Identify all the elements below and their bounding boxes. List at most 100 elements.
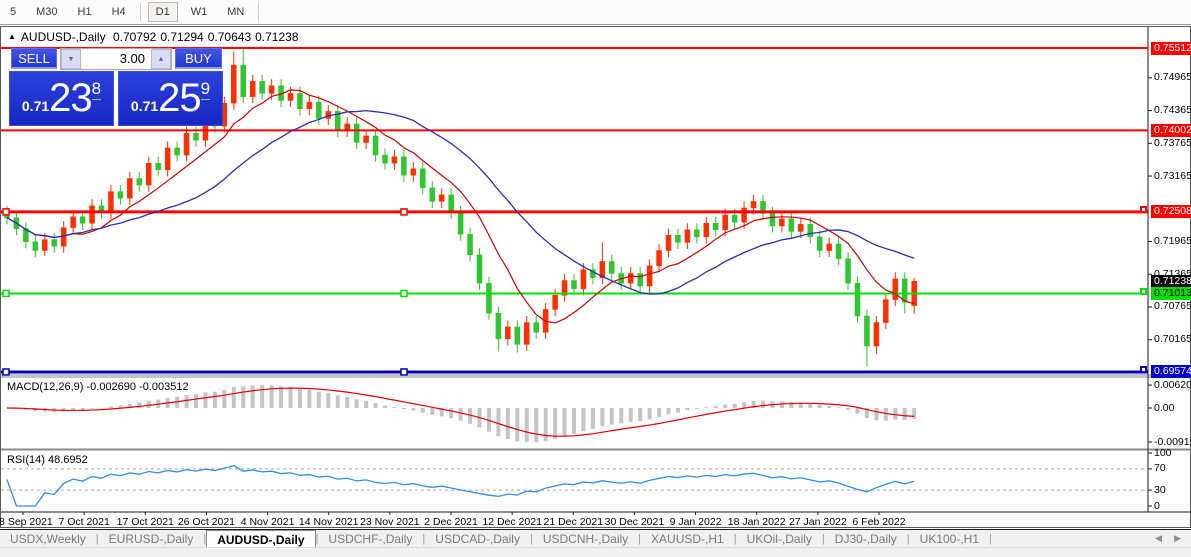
candle-body (902, 278, 908, 303)
date-axis-label: 27 Jan 2022 (788, 516, 847, 528)
chart-tab-audusd-daily[interactable]: AUDUSD-,Daily (206, 530, 316, 547)
scroll-left-icon[interactable]: ◀ (1155, 533, 1163, 543)
candle-body (127, 178, 133, 199)
candle-body (741, 207, 747, 223)
candle-body (684, 229, 691, 243)
collapse-icon[interactable]: ▲ (8, 32, 16, 41)
timeframe-button-W1[interactable]: W1 (190, 6, 208, 18)
ohlc-high: 0.71294 (160, 30, 204, 44)
volume-increase-button[interactable]: ▲ (151, 49, 171, 69)
candle-body (665, 234, 672, 251)
candle-body (533, 322, 539, 333)
candle-body (816, 236, 823, 251)
chart-tab-xauusd-h1[interactable]: XAUUSD-,H1 (651, 532, 724, 546)
price-tag-0.69574: 0.69574 (1151, 365, 1191, 379)
candle-body (51, 239, 57, 247)
timeframe-button-D1[interactable]: D1 (147, 2, 178, 22)
line-handle (400, 368, 408, 376)
date-axis-label: 23 Nov 2021 (360, 516, 420, 528)
macd-label: MACD(12,26,9) -0.002690 -0.003512 (7, 381, 189, 393)
candle-body (108, 191, 114, 213)
candle-body (476, 254, 483, 284)
tab-separator: | (422, 533, 426, 545)
candle-body (382, 154, 388, 164)
candle-body (457, 212, 464, 235)
candle-body (798, 224, 804, 232)
line-handle (400, 208, 408, 216)
sell-price-pips: 23 (49, 76, 92, 120)
date-axis-label: 6 Feb 2022 (852, 516, 906, 528)
price-axis-label: 0.71965 (1154, 235, 1191, 248)
price-tag-0.71013: 0.71013 (1151, 286, 1191, 300)
tab-separator: | (95, 533, 99, 545)
candle-body (287, 93, 294, 101)
volume-decrease-button[interactable]: ▼ (61, 49, 81, 69)
line-handle (400, 289, 408, 298)
candle-body (580, 269, 587, 289)
chart-tab-uk100-h1[interactable]: UK100-,H1 (919, 532, 980, 546)
rsi-label: RSI(14) 48.6952 (7, 454, 88, 466)
timeframe-button-5[interactable]: 5 (10, 6, 17, 18)
date-axis-label: 7 Oct 2021 (58, 516, 110, 528)
price-chart[interactable] (1, 27, 1191, 529)
price-tag-anchor (1140, 206, 1147, 214)
rsi-axis-label: 100 (1154, 446, 1172, 459)
candle-body (779, 218, 785, 227)
price-axis-label: 0.74965 (1154, 71, 1191, 84)
ohlc-low: 0.70643 (207, 30, 252, 44)
volume-control: ▼ 3.00 ▲ (60, 48, 172, 70)
timeframe-button-H4[interactable]: H4 (111, 6, 126, 18)
line-handle (2, 289, 10, 298)
buy-price-button[interactable]: 0.71 25 9 (118, 71, 223, 126)
chart-tab-ukoil-daily[interactable]: UKOil-,Daily (746, 532, 812, 546)
chart-tab-usdcad-daily[interactable]: USDCAD-,Daily (435, 532, 520, 546)
ma-slow-line (6, 109, 915, 295)
date-axis-label: 2 Dec 2021 (424, 516, 478, 528)
candle-body (694, 229, 700, 238)
sell-price-button[interactable]: 0.71 23 8 (9, 71, 114, 126)
candle-body (788, 218, 795, 232)
chart-symbol-label: AUDUSD-,Daily (20, 30, 106, 44)
candle-body (713, 222, 719, 231)
candle-body (79, 216, 86, 224)
candle-body (854, 283, 861, 317)
chart-tab-usdx-weekly[interactable]: USDX,Weekly (10, 532, 86, 546)
candle-body (183, 132, 190, 156)
candle-body (845, 258, 851, 284)
one-click-trading-panel: SELL ▼ 3.00 ▲ BUY 0.71 23 8 0.71 25 9 (9, 48, 224, 126)
chart-tab-dj30-daily[interactable]: DJ30-,Daily (834, 532, 897, 546)
candle-body (609, 261, 615, 274)
candle-body (306, 101, 313, 109)
candle-body (892, 278, 899, 300)
price-tag-anchor (1140, 366, 1147, 374)
timeframe-button-M30[interactable]: M30 (36, 6, 58, 18)
candle-body (32, 241, 39, 251)
chart-tab-bar: USDX,Weekly | EURUSD-,Daily | AUDUSD-,Daily |… (0, 529, 1191, 547)
candle-body (495, 313, 502, 340)
candle-body (193, 132, 199, 141)
rsi-axis-label: 0 (1154, 499, 1160, 512)
macd-values: -0.002690 -0.003512 (86, 381, 189, 393)
tab-separator: | (529, 533, 533, 545)
candle-body (883, 299, 889, 323)
rsi-value: 48.6952 (47, 454, 88, 466)
scroll-right-icon[interactable]: ▶ (1174, 533, 1181, 543)
chart-tab-usdcnh-daily[interactable]: USDCNH-,Daily (542, 532, 629, 546)
candle-body (146, 162, 152, 186)
date-axis-label: 17 Oct 2021 (116, 516, 174, 528)
chart-tab-usdchf-daily[interactable]: USDCHF-,Daily (328, 532, 413, 546)
date-axis-label: 14 Nov 2021 (298, 516, 359, 528)
candle-body (164, 147, 171, 171)
timeframe-button-H1[interactable]: H1 (77, 6, 92, 18)
toolbar-separator (258, 3, 260, 21)
timeframe-button-MN[interactable]: MN (227, 6, 245, 18)
tab-separator: | (733, 533, 737, 545)
candle-body (807, 224, 813, 238)
chart-tab-eurusd-daily[interactable]: EURUSD-,Daily (108, 532, 194, 546)
buy-button[interactable]: BUY (175, 48, 222, 69)
chart-title: ▲ AUDUSD-,Daily 0.70792 0.71294 0.70643 0.71… (8, 30, 303, 44)
macd-axis-label: 0.006201 (1154, 378, 1191, 391)
price-tag-anchor (1140, 287, 1147, 295)
sell-button[interactable]: SELL (11, 48, 57, 69)
volume-input[interactable]: 3.00 (119, 51, 145, 66)
